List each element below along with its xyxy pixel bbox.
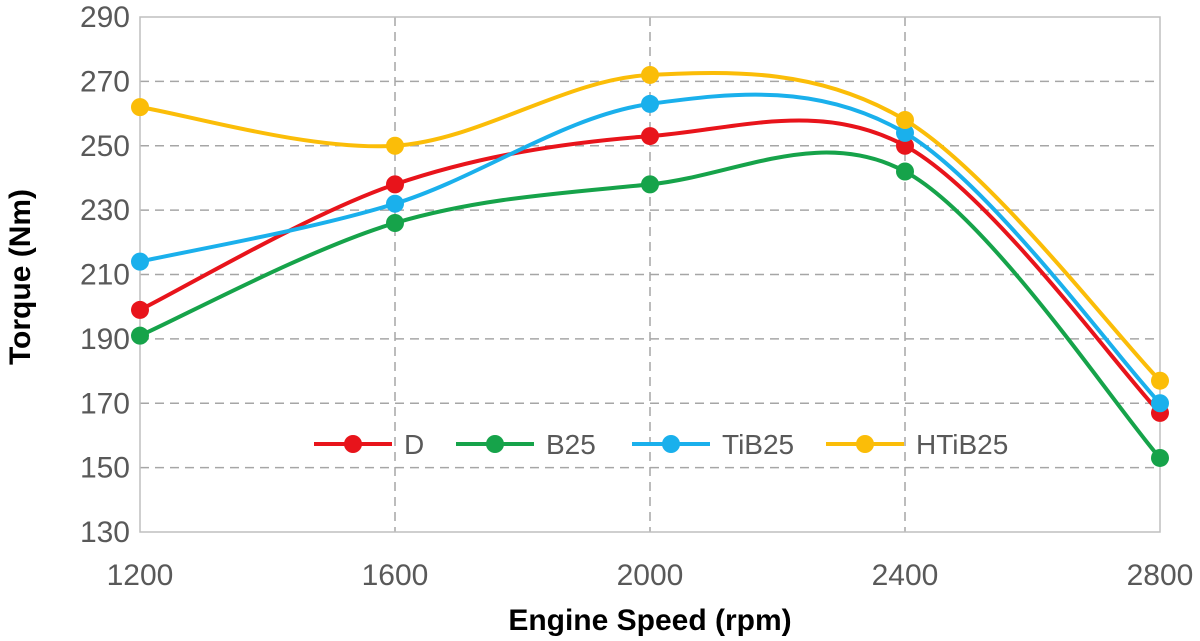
legend-label-b25: B25 bbox=[546, 429, 596, 460]
legend-label-tib25: TiB25 bbox=[722, 429, 794, 460]
x-tick-label: 2000 bbox=[617, 559, 684, 592]
legend-label-htib25: HTiB25 bbox=[916, 429, 1008, 460]
data-point-tib25 bbox=[641, 94, 659, 113]
data-point-tib25 bbox=[896, 123, 914, 142]
data-point-tib25 bbox=[131, 252, 149, 271]
data-point-tib25 bbox=[1151, 394, 1169, 413]
plot-area-border bbox=[139, 16, 1161, 533]
data-point-d bbox=[386, 175, 404, 194]
data-point-tib25 bbox=[386, 194, 404, 213]
data-point-d bbox=[131, 300, 149, 319]
y-axis-title: Torque (Nm) bbox=[4, 189, 37, 365]
x-tick-label: 2400 bbox=[872, 559, 939, 592]
data-point-htib25 bbox=[1151, 371, 1169, 390]
y-tick-label: 250 bbox=[80, 130, 130, 163]
data-point-b25 bbox=[1151, 448, 1169, 467]
series-group bbox=[131, 65, 1169, 467]
x-axis-ticks: 1200 1600 2000 2400 2800 bbox=[107, 559, 1194, 592]
data-point-htib25 bbox=[641, 65, 659, 84]
data-point-htib25 bbox=[131, 98, 149, 117]
y-tick-label: 270 bbox=[80, 65, 130, 98]
data-point-d bbox=[896, 136, 914, 155]
legend-marker-b25 bbox=[486, 435, 504, 453]
y-tick-label: 230 bbox=[80, 194, 130, 227]
data-point-b25 bbox=[641, 175, 659, 194]
y-axis-ticks: 130 150 170 190 210 230 250 270 290 bbox=[80, 1, 130, 549]
x-tick-label: 1200 bbox=[107, 559, 174, 592]
legend-marker-tib25 bbox=[662, 435, 680, 453]
legend-marker-htib25 bbox=[856, 435, 874, 453]
data-point-d bbox=[641, 127, 659, 146]
y-tick-label: 290 bbox=[80, 1, 130, 34]
legend: D B25 TiB25 HTiB25 bbox=[314, 429, 1008, 460]
y-tick-label: 190 bbox=[80, 323, 130, 356]
legend-label-d: D bbox=[404, 429, 424, 460]
data-point-b25 bbox=[131, 326, 149, 345]
x-axis-title: Engine Speed (rpm) bbox=[508, 604, 791, 637]
x-tick-label: 2800 bbox=[1127, 559, 1194, 592]
legend-marker-d bbox=[344, 435, 362, 453]
data-point-b25 bbox=[896, 162, 914, 181]
x-tick-label: 1600 bbox=[362, 559, 429, 592]
data-point-htib25 bbox=[386, 136, 404, 155]
y-tick-label: 130 bbox=[80, 516, 130, 549]
y-tick-label: 170 bbox=[80, 387, 130, 420]
data-point-b25 bbox=[386, 214, 404, 232]
y-tick-label: 210 bbox=[80, 259, 130, 292]
data-point-htib25 bbox=[896, 111, 914, 129]
y-tick-label: 150 bbox=[80, 452, 130, 485]
